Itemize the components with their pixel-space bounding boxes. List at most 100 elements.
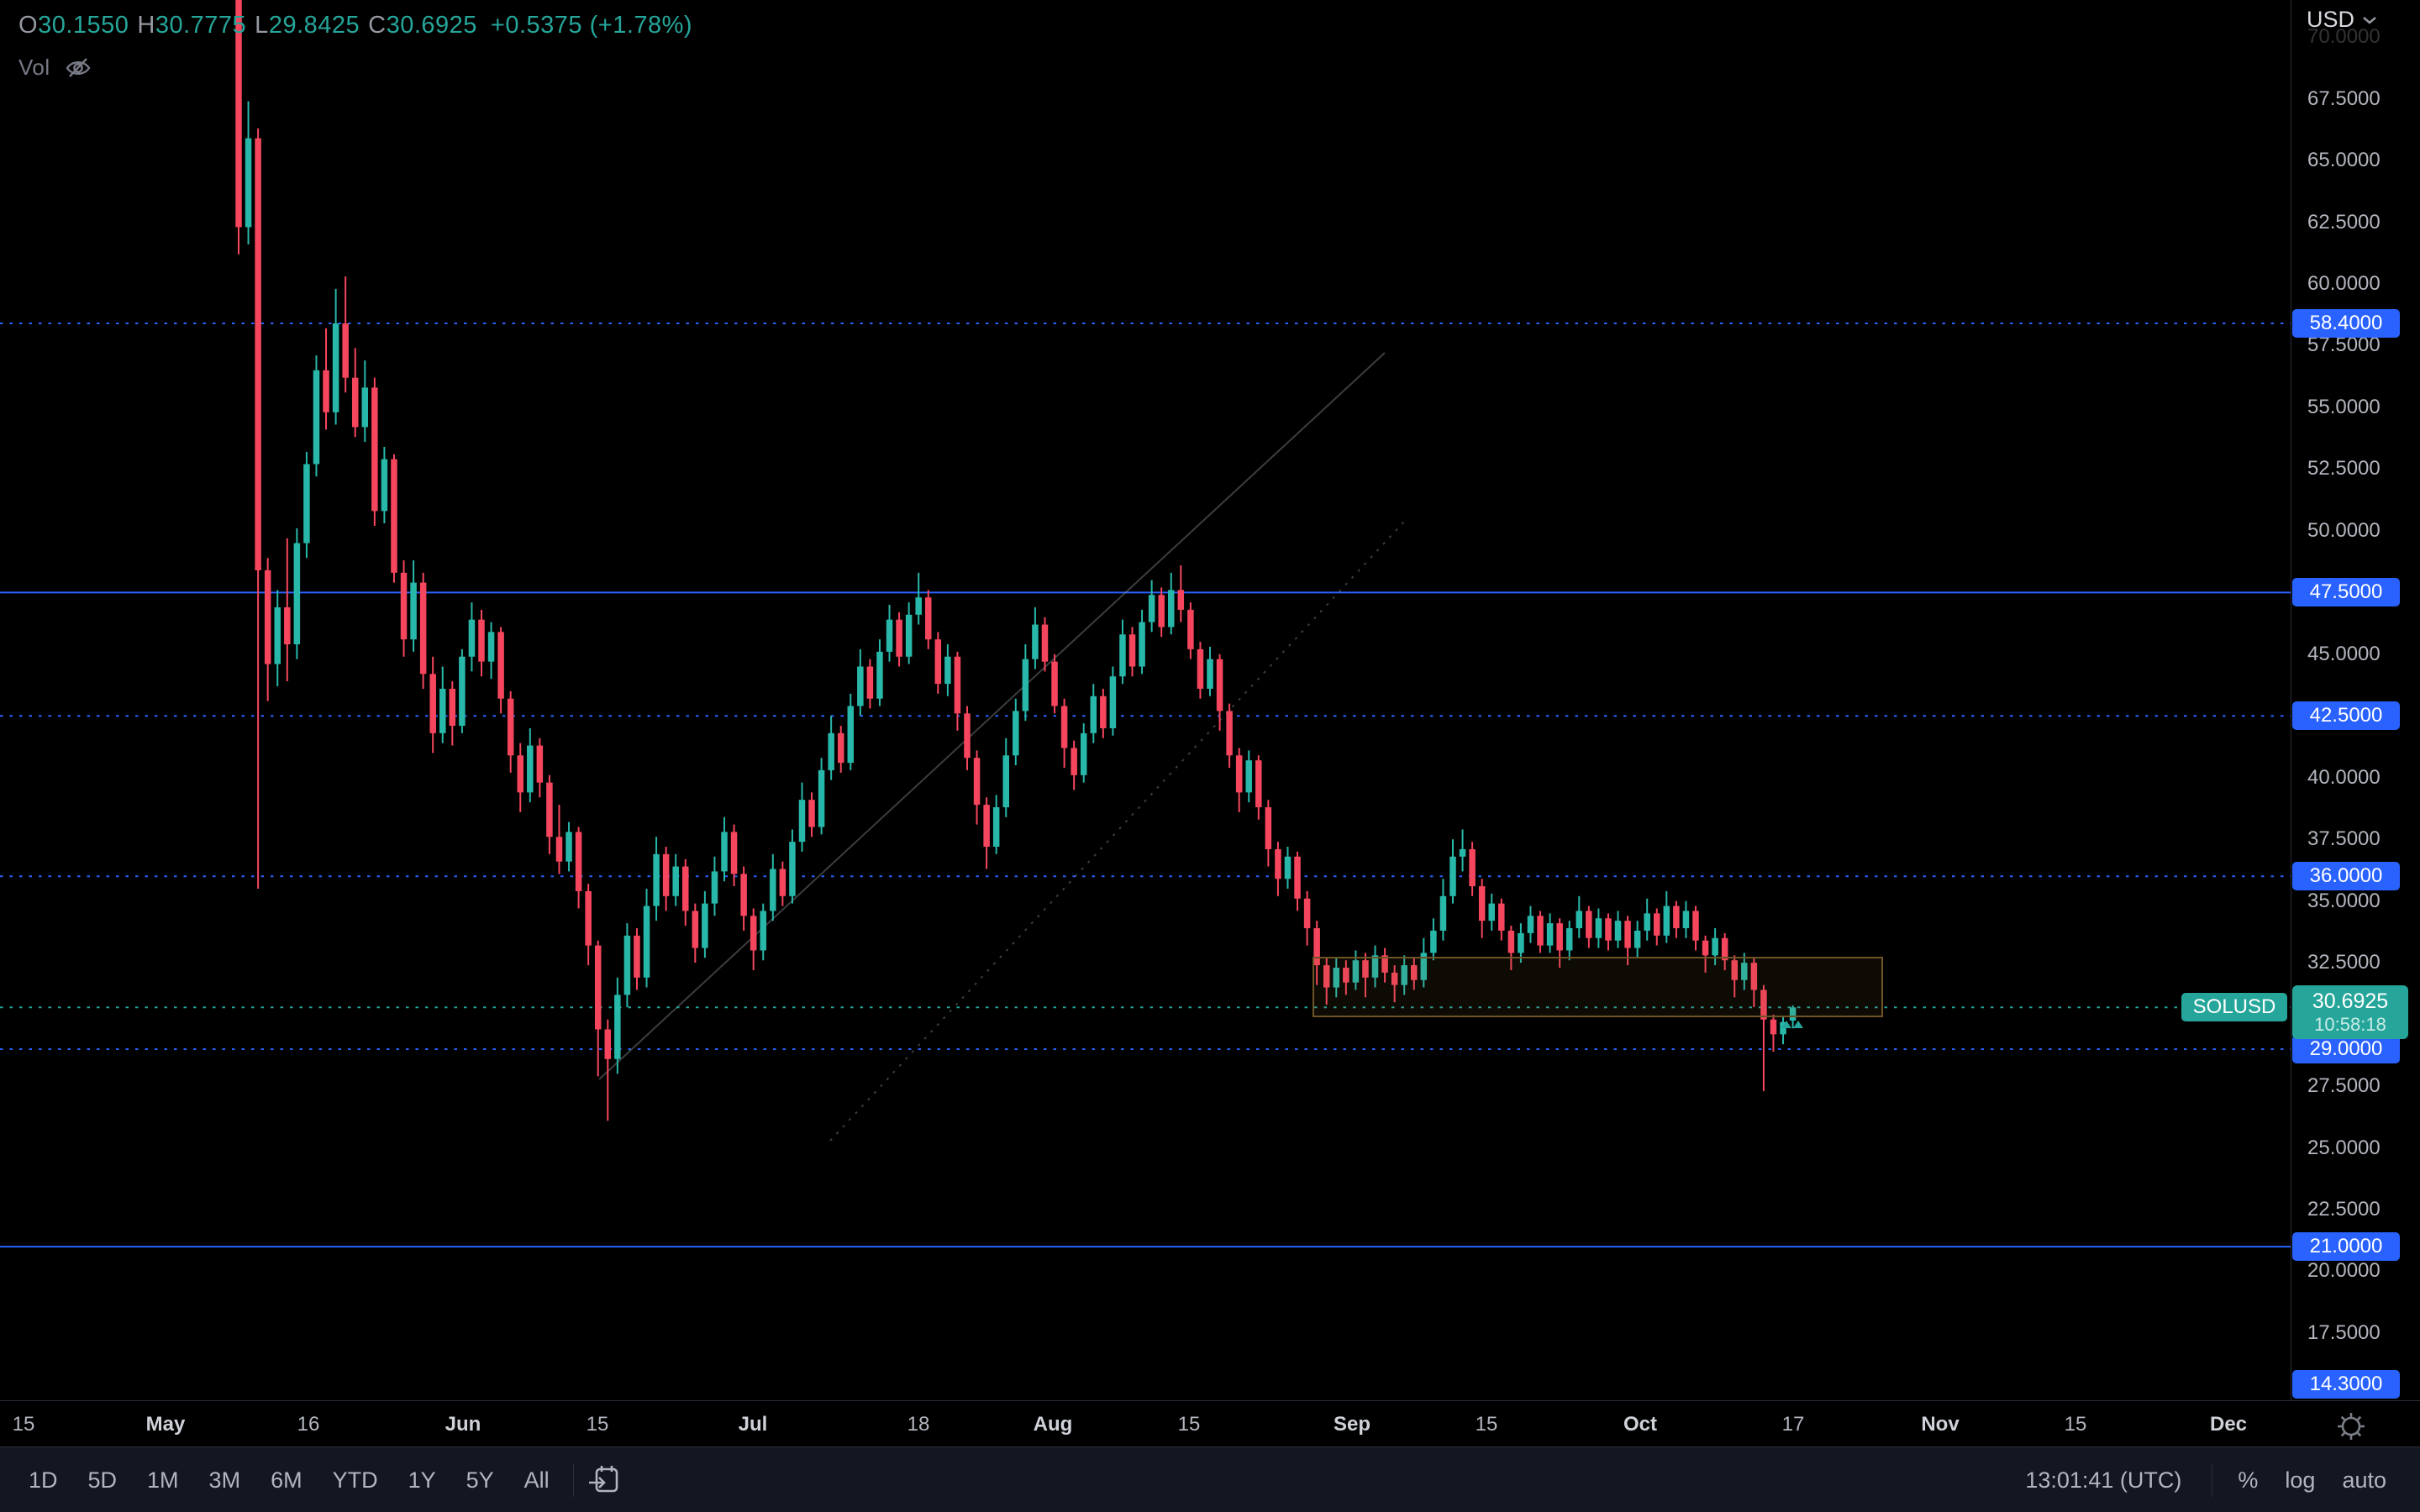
rectangle-drawing <box>1313 957 1883 1017</box>
range-button-all[interactable]: All <box>523 1467 550 1493</box>
time-tick-aug: Aug <box>1033 1413 1073 1436</box>
candle-body <box>1556 923 1563 951</box>
candle-body <box>497 632 504 699</box>
candle-body <box>1673 906 1680 929</box>
candle-body <box>1741 963 1748 980</box>
candle-body <box>847 706 855 764</box>
range-button-5d[interactable]: 5D <box>87 1467 118 1493</box>
range-button-1y[interactable]: 1Y <box>408 1467 436 1493</box>
time-tick-sep: Sep <box>1333 1413 1370 1436</box>
range-button-6m[interactable]: 6M <box>271 1467 302 1493</box>
percent-scale-button[interactable]: % <box>2238 1467 2259 1493</box>
candle-body <box>1207 659 1213 689</box>
time-tick-18: 18 <box>907 1413 930 1436</box>
candle-body <box>1449 856 1456 896</box>
candle-body <box>1663 906 1670 936</box>
price-tick-20.0000: 20.0000 <box>2307 1259 2381 1283</box>
price-tick-55.0000: 55.0000 <box>2307 395 2381 418</box>
candle-body <box>1586 911 1592 938</box>
candle-body <box>818 769 825 827</box>
log-scale-button[interactable]: log <box>2285 1467 2316 1493</box>
range-button-1d[interactable]: 1D <box>29 1467 58 1493</box>
candle-body <box>1013 711 1019 756</box>
candle-body <box>1109 676 1117 728</box>
candle-body <box>740 874 747 916</box>
candle-body <box>235 0 242 228</box>
candle-body <box>1527 916 1534 933</box>
trendline-2 <box>829 520 1406 1142</box>
price-tick-60.0000: 60.0000 <box>2307 272 2381 295</box>
range-button-1m[interactable]: 1M <box>147 1467 179 1493</box>
price-axis[interactable]: USD 70.0000 67.5000 65.0000 62.5000 60.0000 5… <box>2291 0 2420 1446</box>
price-tick-25.0000: 25.0000 <box>2307 1136 2381 1159</box>
candle-body <box>876 651 883 699</box>
candle-body <box>1605 918 1612 941</box>
candle-body <box>1080 732 1087 775</box>
candle-body <box>575 832 582 891</box>
level-label-47.5000: 47.5000 <box>2292 578 2400 607</box>
candle-body <box>1275 848 1281 879</box>
candle-body <box>1303 898 1311 929</box>
candle-body <box>517 755 523 793</box>
currency-selector[interactable]: USD <box>2307 7 2378 33</box>
chart-canvas[interactable] <box>0 0 2291 1400</box>
candle-body <box>1565 928 1573 951</box>
currency-label: USD <box>2307 7 2355 32</box>
candle-body <box>1002 755 1009 808</box>
candle-body <box>604 1029 612 1059</box>
gear-icon[interactable] <box>2333 1408 2370 1445</box>
candle-body <box>1750 963 1758 990</box>
range-button-ytd[interactable]: YTD <box>332 1467 378 1493</box>
eye-slash-icon[interactable] <box>64 55 92 81</box>
time-tick-15: 15 <box>2064 1413 2087 1436</box>
price-tick-37.5000: 37.5000 <box>2307 827 2381 851</box>
candle-body <box>779 869 786 896</box>
range-button-3m[interactable]: 3M <box>208 1467 241 1493</box>
range-button-5y[interactable]: 5Y <box>466 1467 494 1493</box>
candle-body <box>1032 624 1039 659</box>
time-axis[interactable]: 15 May 16 Jun 15 Jul 18 Aug 15 Sep 15 Oct 17 Nov 15 Dec <box>0 1400 2420 1447</box>
candle-body <box>1507 930 1515 953</box>
candle-body <box>594 945 602 1030</box>
candle-body <box>284 606 291 645</box>
candle-body <box>1333 968 1340 988</box>
price-tick-22.5000: 22.5000 <box>2307 1198 2381 1221</box>
candle-body <box>342 323 349 378</box>
candle-body <box>1128 634 1136 667</box>
candle-body <box>1352 960 1360 983</box>
candle-body <box>634 935 640 978</box>
candle-body <box>672 866 679 896</box>
candle-body <box>527 745 534 793</box>
time-tick-15: 15 <box>1475 1413 1498 1436</box>
candle-body <box>1770 1019 1777 1035</box>
candle-body <box>293 543 301 645</box>
candle-body <box>1168 590 1175 627</box>
candle-body <box>1721 937 1728 961</box>
last-candle-marker <box>1781 1021 1803 1028</box>
candle-body <box>905 614 913 657</box>
candle-body <box>857 666 864 706</box>
candle-body <box>983 805 990 848</box>
candle-body <box>468 619 476 657</box>
candle-body <box>555 837 563 862</box>
candle-body <box>1362 960 1369 978</box>
candle-body <box>1255 760 1262 808</box>
candle-body <box>1323 965 1330 988</box>
bottom-toolbar: 1D 5D 1M 3M 6M YTD 1Y 5Y All 13:01:41 (UTC) % lo… <box>0 1446 2420 1512</box>
goto-date-icon[interactable] <box>586 1461 624 1499</box>
candle-body <box>1177 590 1185 610</box>
time-tick-17: 17 <box>1781 1413 1805 1436</box>
time-tick-jul: Jul <box>738 1413 768 1436</box>
candle-body <box>1654 913 1660 936</box>
candle-body <box>264 570 271 664</box>
clock-label[interactable]: 13:01:41 (UTC) <box>2025 1467 2182 1493</box>
close-label: C <box>368 12 387 39</box>
candle-body <box>1624 921 1631 948</box>
candle-body <box>1139 622 1145 667</box>
candle-body <box>866 666 874 699</box>
candle-body <box>711 871 718 904</box>
candle-body <box>381 459 388 512</box>
candle-body <box>323 370 329 412</box>
auto-scale-button[interactable]: auto <box>2342 1467 2386 1493</box>
candle-body <box>449 688 456 727</box>
